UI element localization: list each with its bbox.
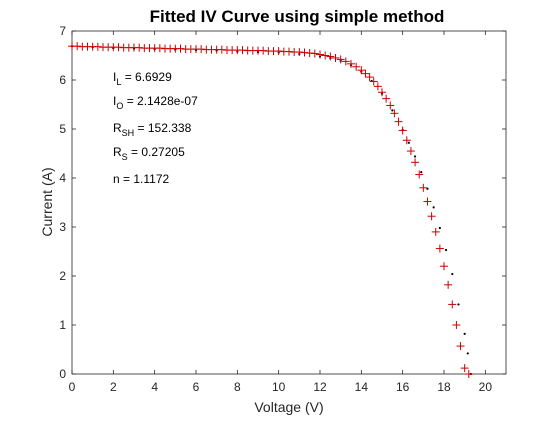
parameter-value: = 152.338	[134, 121, 191, 135]
fitted-point	[386, 101, 395, 110]
y-tick-label: 5	[59, 122, 66, 136]
x-tick-label: 20	[479, 380, 493, 394]
measured-point	[466, 352, 469, 355]
measured-point	[451, 272, 454, 276]
parameter-subscript: O	[116, 101, 123, 111]
x-tick-label: 12	[313, 380, 327, 394]
fitted-point	[357, 66, 366, 75]
fitted-point	[373, 82, 382, 91]
fitted-point	[444, 280, 453, 289]
fitted-point	[448, 300, 457, 309]
fitted-point	[341, 57, 350, 66]
fitted-point	[419, 183, 428, 192]
fitted-point	[369, 77, 378, 86]
measured-point	[438, 226, 441, 230]
measured-point	[420, 171, 423, 174]
fitted-point	[347, 59, 355, 68]
fitted-point	[427, 212, 436, 221]
fitted-point	[464, 370, 473, 378]
fitted-point	[336, 55, 345, 64]
x-tick-label: 16	[396, 380, 410, 394]
fit-parameter: IL = 6.6929	[113, 70, 172, 87]
parameter-value: = 2.1428e-07	[123, 94, 198, 108]
measured-point	[407, 141, 410, 144]
fitted-point	[390, 109, 399, 118]
x-tick-label: 10	[272, 380, 286, 394]
x-tick-label: 2	[110, 380, 117, 394]
measured-point	[391, 109, 394, 112]
fitted-point	[435, 244, 444, 253]
chart-title: Fitted IV Curve using simple method	[150, 7, 445, 26]
fitted-point	[406, 147, 415, 156]
x-tick-label: 8	[234, 380, 241, 394]
parameter-subscript: SH	[122, 128, 135, 138]
fitted-point	[415, 170, 424, 179]
y-axis: 0 1 2 3 4 5 6 7	[59, 24, 506, 381]
fitted-point	[382, 94, 391, 103]
fitted-point	[361, 69, 370, 78]
x-tick-label: 14	[355, 380, 369, 394]
fit-parameter: RS = 0.27205	[113, 145, 185, 162]
x-axis-label: Voltage (V)	[254, 399, 323, 415]
measured-point	[457, 303, 460, 306]
y-tick-label: 6	[59, 73, 66, 87]
parameter-symbol: I	[113, 94, 116, 108]
parameter-subscript: L	[116, 77, 121, 87]
y-tick-label: 1	[59, 318, 66, 332]
fitted-point	[411, 158, 420, 167]
measured-point	[444, 248, 448, 252]
fit-parameter: RSH = 152.338	[113, 121, 192, 138]
parameter-value: = 6.6929	[121, 70, 172, 84]
measured-point	[432, 206, 435, 209]
x-axis: 0 2 4 6 8 10 12 14 16 18 20	[69, 31, 493, 394]
y-tick-label: 2	[59, 269, 66, 283]
fit-parameter: IO = 2.1428e-07	[113, 94, 198, 111]
fitted-point	[352, 62, 361, 71]
parameter-symbol: R	[113, 121, 122, 135]
fitted-point	[423, 197, 432, 206]
fitted-point	[460, 364, 469, 373]
fit-parameter: n = 1.1172	[113, 172, 169, 186]
fitted-point	[402, 136, 411, 145]
x-tick-label: 4	[151, 380, 158, 394]
fitted-point	[316, 50, 324, 59]
fitted-point	[440, 262, 448, 271]
measured-point	[463, 332, 466, 335]
fitted-point	[378, 88, 386, 97]
fitted-point	[331, 53, 340, 62]
parameter-subscript: S	[122, 152, 128, 162]
fitted-point	[452, 321, 461, 329]
y-tick-label: 4	[59, 171, 66, 185]
fitted-point	[398, 126, 407, 135]
fitted-point	[326, 52, 335, 61]
data-series	[68, 42, 473, 378]
parameter-symbol: n = 1.1172	[113, 172, 169, 186]
x-tick-label: 0	[69, 380, 76, 394]
measured-point	[413, 155, 417, 158]
parameter-value: = 0.27205	[128, 145, 185, 159]
x-tick-label: 18	[437, 380, 451, 394]
parameter-symbol: I	[113, 70, 116, 84]
fitted-point	[310, 49, 319, 58]
fitted-point	[456, 342, 465, 351]
fitted-point	[321, 51, 330, 60]
parameter-symbol: R	[113, 145, 122, 159]
y-tick-label: 3	[59, 220, 66, 234]
x-tick-label: 6	[193, 380, 200, 394]
fitted-point	[394, 117, 403, 126]
y-tick-label: 0	[59, 367, 66, 381]
y-axis-label: Current (A)	[39, 167, 55, 236]
fitted-point	[431, 227, 440, 236]
fitted-point	[365, 73, 374, 82]
plot-area	[71, 30, 507, 375]
y-tick-label: 7	[59, 24, 66, 38]
